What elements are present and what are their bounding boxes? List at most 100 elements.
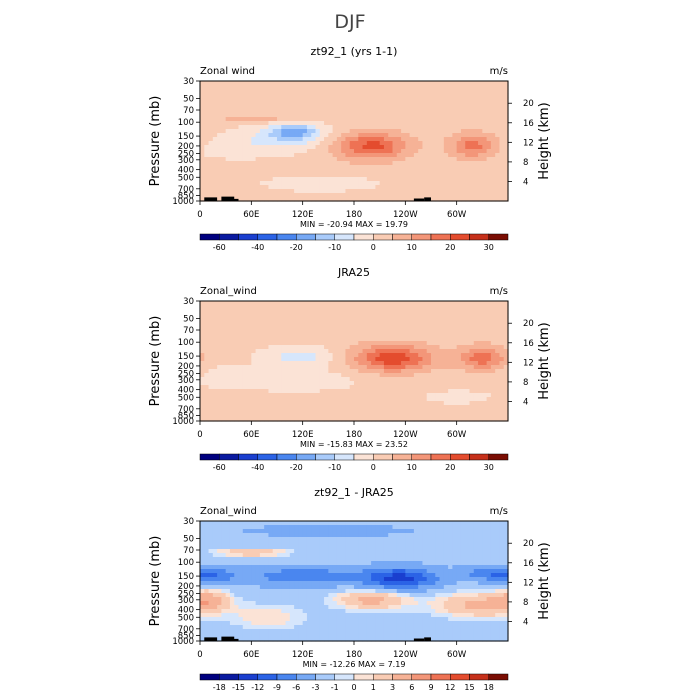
contour-cell — [315, 165, 321, 170]
contour-cell — [383, 401, 389, 406]
contour-cell — [482, 413, 488, 418]
contour-cell — [375, 405, 381, 410]
contour-cell — [405, 173, 411, 178]
contour-cell — [277, 349, 282, 354]
contour-cell — [396, 525, 402, 530]
contour-cell — [401, 329, 406, 334]
contour-cell — [324, 325, 329, 330]
contour-cell — [422, 521, 428, 526]
contour-cell — [379, 353, 385, 358]
contour-cell — [448, 93, 453, 98]
contour-cell — [319, 181, 325, 186]
contour-cell — [302, 525, 308, 530]
contour-cell — [426, 169, 432, 174]
contour-cell — [435, 365, 441, 370]
contour-cell — [490, 121, 496, 126]
contour-cell — [486, 109, 492, 114]
contour-cell — [401, 117, 406, 122]
contour-cell — [251, 145, 257, 150]
contour-cell — [460, 325, 466, 330]
contour-cell — [234, 125, 240, 130]
contour-cell — [251, 193, 257, 198]
contour-cell — [392, 521, 398, 526]
contour-cell — [426, 545, 432, 550]
contour-cell — [259, 133, 265, 138]
contour-cell — [371, 313, 376, 318]
contour-cell — [272, 409, 278, 414]
contour-cell — [473, 329, 479, 334]
contour-cell — [435, 329, 441, 334]
contour-cell — [247, 373, 252, 378]
contour-cell — [490, 337, 496, 342]
contour-cell — [212, 105, 218, 110]
contour-cell — [379, 401, 385, 406]
contour-cell — [495, 141, 501, 146]
contour-cell — [281, 321, 287, 326]
contour-cell — [366, 357, 372, 362]
contour-cell — [392, 137, 398, 142]
contour-cell — [217, 197, 222, 202]
contour-cell — [435, 321, 441, 326]
contour-cell — [375, 121, 381, 126]
contour-cell — [443, 81, 449, 86]
contour-cell — [294, 345, 299, 350]
contour-cell — [439, 377, 445, 382]
contour-cell — [289, 361, 295, 366]
contour-cell — [401, 537, 406, 542]
contour-cell — [289, 153, 295, 158]
contour-cell — [426, 305, 432, 310]
contour-cell — [401, 121, 406, 126]
contour-cell — [217, 533, 222, 538]
contour-cell — [495, 305, 501, 310]
contour-cell — [452, 301, 458, 306]
contour-cell — [371, 345, 376, 350]
contour-cell — [281, 177, 287, 182]
contour-cell — [272, 81, 278, 86]
pressure-tick-label: 30 — [183, 297, 194, 307]
contour-cell — [392, 541, 398, 546]
contour-cell — [354, 193, 359, 198]
contour-cell — [388, 161, 394, 166]
contour-cell — [401, 181, 406, 186]
contour-cell — [418, 317, 424, 322]
contour-cell — [460, 533, 466, 538]
contour-cell — [255, 393, 261, 398]
contour-cell — [242, 109, 248, 114]
contour-cell — [439, 165, 445, 170]
contour-cell — [208, 125, 214, 130]
contour-cell — [217, 305, 222, 310]
contour-cell — [242, 157, 248, 162]
contour-cell — [409, 105, 415, 110]
contour-cell — [371, 197, 376, 202]
contour-cell — [294, 189, 299, 194]
contour-cell — [495, 381, 501, 386]
contour-cell — [422, 533, 428, 538]
contour-cell — [281, 361, 287, 366]
contour-cell — [281, 141, 287, 146]
contour-cell — [401, 385, 406, 390]
contour-cell — [354, 301, 359, 306]
contour-cell — [315, 409, 321, 414]
contour-cell — [281, 521, 287, 526]
contour-cell — [469, 525, 475, 530]
contour-cell — [277, 113, 282, 118]
contour-cell — [422, 377, 428, 382]
contour-cell — [465, 337, 471, 342]
contour-cell — [251, 189, 257, 194]
contour-cell — [289, 317, 295, 322]
contour-cell — [413, 141, 419, 146]
contour-cell — [495, 349, 501, 354]
contour-cell — [234, 405, 240, 410]
contour-cell — [478, 141, 483, 146]
contour-cell — [229, 129, 235, 134]
contour-cell — [473, 197, 479, 202]
contour-cell — [272, 189, 278, 194]
contour-cell — [490, 545, 496, 550]
contour-cell — [503, 389, 509, 394]
contour-cell — [482, 389, 488, 394]
contour-cell — [341, 93, 347, 98]
contour-cell — [285, 345, 291, 350]
colorbar-swatch — [488, 233, 509, 241]
contour-cell — [306, 329, 312, 334]
contour-cell — [439, 385, 445, 390]
